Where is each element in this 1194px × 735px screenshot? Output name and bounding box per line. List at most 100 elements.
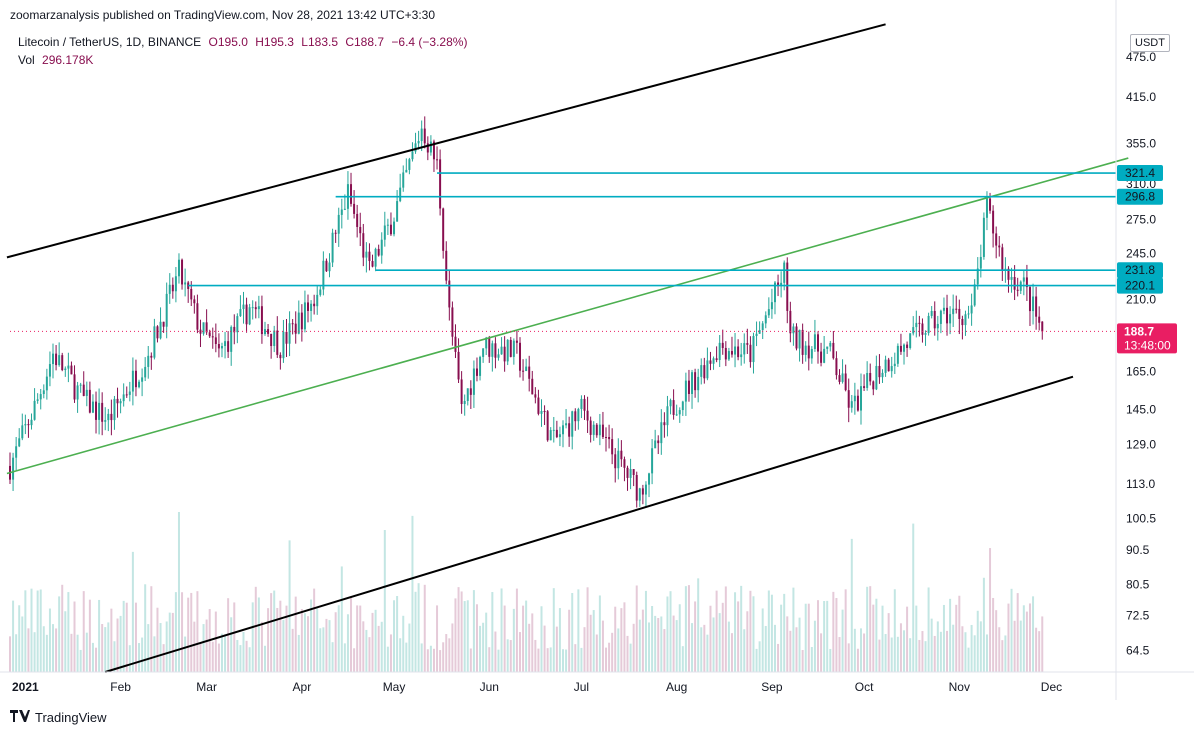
volume-bar <box>374 609 377 672</box>
last-price-label: 188.7 <box>1124 324 1154 338</box>
volume-bar <box>359 605 362 672</box>
volume-bar <box>257 597 260 672</box>
candle-body <box>343 208 346 210</box>
candle-body <box>371 261 374 267</box>
candle-body <box>813 334 816 350</box>
volume-bar <box>267 608 270 672</box>
candle-body <box>1010 277 1013 280</box>
volume-bar <box>687 585 690 672</box>
candle-body <box>227 341 230 352</box>
volume-bar <box>233 602 236 672</box>
candle-body <box>233 326 236 333</box>
volume-bar <box>98 599 101 672</box>
volume-bar <box>826 600 829 672</box>
candle-body <box>657 440 660 444</box>
volume-bar <box>777 643 780 672</box>
high-value: H195.3 <box>255 35 294 49</box>
volume-bar <box>691 623 694 672</box>
candle-body <box>912 327 915 334</box>
candle-body <box>402 172 405 188</box>
candle-body <box>116 398 119 404</box>
volume-bar <box>426 649 429 672</box>
volume-bar <box>522 605 525 672</box>
candle-body <box>181 259 184 285</box>
volume-bar <box>715 590 718 672</box>
candle-body <box>300 312 303 330</box>
candle-body <box>177 259 180 277</box>
candle-body <box>1007 268 1010 280</box>
level-price-tag <box>1117 277 1163 294</box>
candle-body <box>700 365 703 377</box>
y-tick-label: 72.5 <box>1126 609 1150 623</box>
volume-bar <box>906 606 909 672</box>
candle-body <box>297 312 300 334</box>
footer-brand[interactable]: TradingView <box>10 710 107 725</box>
candle-body <box>362 233 365 258</box>
candle-body <box>217 343 220 349</box>
candle-body <box>838 375 841 382</box>
candle-body <box>780 282 783 286</box>
volume-bar <box>417 583 420 672</box>
volume-bar <box>125 602 128 672</box>
candle-body <box>95 401 98 420</box>
volume-bar <box>562 649 564 672</box>
x-tick-label: Feb <box>110 680 131 694</box>
volume-bar <box>936 621 939 672</box>
x-tick-label: Apr <box>293 680 312 694</box>
volume-bar <box>251 602 254 672</box>
volume-bar <box>211 641 214 672</box>
candle-body <box>801 329 804 355</box>
volume-bar <box>1041 616 1044 672</box>
volume-bar <box>890 637 893 672</box>
volume-bar <box>841 609 844 672</box>
candle-body <box>319 289 322 295</box>
candle-body <box>853 395 856 402</box>
candle-body <box>546 411 549 441</box>
candle-body <box>147 355 150 367</box>
tradingview-logo-icon <box>10 710 30 725</box>
volume-bar <box>632 623 635 672</box>
candle-body <box>1035 296 1038 317</box>
volume-bar <box>276 607 279 672</box>
close-value: C188.7 <box>345 35 385 49</box>
volume-bar <box>150 586 153 672</box>
candle-body <box>835 358 838 376</box>
volume-bar <box>684 586 687 672</box>
volume-bar <box>700 627 703 672</box>
candle-body <box>946 307 949 324</box>
candle-body <box>952 308 955 315</box>
volume-bar <box>816 600 819 672</box>
volume-bar <box>485 612 488 672</box>
volume-bar <box>365 629 368 672</box>
candle-body <box>337 214 340 234</box>
volume-bar <box>832 591 835 672</box>
candle-body <box>205 322 208 333</box>
candle-body <box>743 343 746 355</box>
candle-body <box>666 406 669 426</box>
candle-body <box>291 323 294 325</box>
candle-body <box>601 424 604 437</box>
volume-bar <box>1001 640 1004 672</box>
candle-body <box>583 398 586 411</box>
candle-body <box>42 390 45 395</box>
volume-bar <box>930 618 933 672</box>
candle-body <box>691 372 694 394</box>
candle-body <box>525 366 528 372</box>
candle-body <box>721 342 724 348</box>
currency-badge[interactable]: USDT <box>1130 34 1170 52</box>
candle-body <box>506 339 509 362</box>
candle-body <box>454 336 457 352</box>
volume-bar <box>608 642 611 672</box>
volume-bar <box>503 605 506 672</box>
candle-body <box>856 395 859 411</box>
volume-bar <box>795 627 798 672</box>
candle-body <box>789 310 792 334</box>
volume-bar <box>457 587 460 672</box>
volume-bar <box>168 612 171 672</box>
candle-body <box>196 303 199 330</box>
candle-body <box>432 141 435 160</box>
volume-bar <box>924 641 927 672</box>
drawings <box>6 23 1129 673</box>
candle-body <box>626 467 629 478</box>
